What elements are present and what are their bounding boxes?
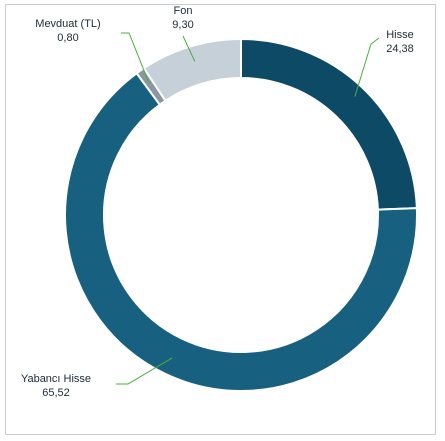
slice-value-mevduat-tl: 0,80 [57,32,78,44]
leader-line-mevduat-tl [121,32,150,84]
labels-layer: Hisse 24,38 Yabancı Hisse 65,52 Mevduat (TL)… [21,5,414,399]
slice-label-mevduat-tl: Mevduat (TL) [35,18,100,30]
slice-label-hisse: Hisse [386,29,414,41]
slices-layer [64,37,418,392]
slice-value-yabanci-hisse: 65,52 [42,387,70,399]
leader-line-hisse [354,37,380,97]
slice-fon [142,37,242,103]
slice-label-yabanci-hisse: Yabancı Hisse [21,373,91,385]
leader-line-fon [182,35,196,62]
slice-yabanci-hisse [64,71,418,392]
slice-value-hisse: 24,38 [386,43,414,55]
slice-label-fon: Fon [174,5,193,17]
leader-line-yabanci-hisse [116,357,173,385]
leader-lines-layer [116,32,380,385]
slice-value-fon: 9,30 [172,19,193,31]
slice-hisse [240,37,418,211]
